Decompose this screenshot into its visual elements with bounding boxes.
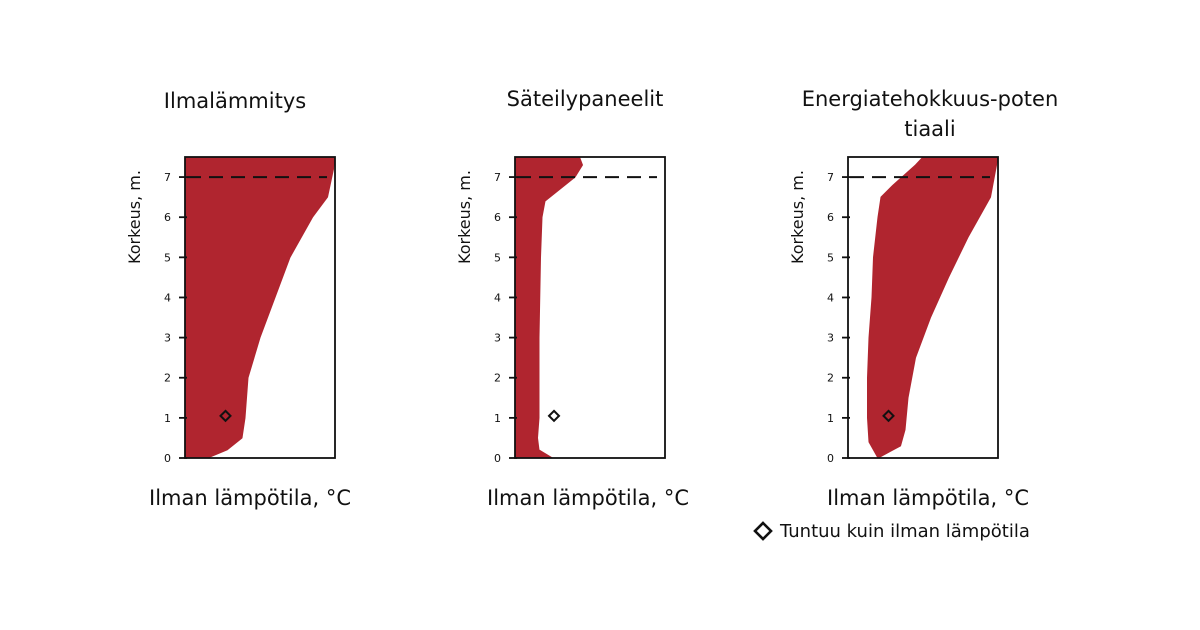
x-axis-label-2: Ilman lämpötila, °C bbox=[487, 486, 689, 510]
y-tick-label: 1 bbox=[827, 412, 834, 425]
y-tick-label: 7 bbox=[164, 171, 171, 184]
y-tick-label: 7 bbox=[494, 171, 501, 184]
chart-2: Korkeus, m. 0 1 2 3 4 5 6 7 bbox=[455, 156, 666, 465]
legend-label: Tuntuu kuin ilman lämpötila bbox=[780, 520, 1030, 542]
y-tick-label: 4 bbox=[494, 291, 501, 304]
chart-3: Korkeus, m. 0 1 2 3 4 5 6 7 bbox=[788, 156, 999, 465]
y-tick-label: 3 bbox=[164, 332, 171, 345]
y-tick-label: 5 bbox=[827, 251, 834, 264]
feels-like-marker bbox=[882, 409, 895, 423]
y-axis-label: Korkeus, m. bbox=[455, 170, 474, 264]
y-tick-label: 3 bbox=[827, 332, 834, 345]
y-axis-label: Korkeus, m. bbox=[125, 170, 144, 264]
diamond-outline-icon bbox=[753, 521, 773, 541]
y-tick-label: 5 bbox=[494, 251, 501, 264]
y-tick-label: 6 bbox=[827, 211, 834, 224]
y-tick-label: 7 bbox=[827, 171, 834, 184]
plot-frame bbox=[514, 156, 666, 459]
y-tick-label: 2 bbox=[164, 372, 171, 385]
y-tick-label: 2 bbox=[827, 372, 834, 385]
feels-like-marker bbox=[547, 409, 561, 423]
chart-1: Korkeus, m. 0 1 2 3 4 5 6 7 bbox=[125, 156, 336, 465]
chart-title-1: Ilmalämmitys bbox=[163, 89, 307, 113]
y-tick-label: 3 bbox=[494, 332, 501, 345]
chart-title-2: Säteilypaneelit bbox=[506, 87, 664, 111]
y-tick-label: 4 bbox=[827, 291, 834, 304]
legend: Tuntuu kuin ilman lämpötila bbox=[752, 520, 1030, 542]
y-tick-label: 4 bbox=[164, 291, 171, 304]
y-tick-label: 1 bbox=[164, 412, 171, 425]
y-axis-label: Korkeus, m. bbox=[788, 170, 807, 264]
x-axis-label-3: Ilman lämpötila, °C bbox=[827, 486, 1029, 510]
y-tick-label: 1 bbox=[494, 412, 501, 425]
y-tick-label: 0 bbox=[494, 452, 501, 465]
y-tick-label: 2 bbox=[494, 372, 501, 385]
y-tick-label: 6 bbox=[164, 211, 171, 224]
y-tick-label: 5 bbox=[164, 251, 171, 264]
chart-title-3: Energiatehokkuus-potentiaali bbox=[801, 87, 1059, 141]
plot-frame bbox=[847, 156, 999, 459]
feels-like-marker bbox=[219, 409, 232, 423]
x-axis-label-1: Ilman lämpötila, °C bbox=[149, 486, 351, 510]
plot-frame bbox=[184, 156, 336, 459]
y-tick-label: 0 bbox=[827, 452, 834, 465]
y-tick-label: 0 bbox=[164, 452, 171, 465]
temperature-area bbox=[867, 156, 999, 459]
temperature-area bbox=[184, 156, 336, 459]
temperature-area bbox=[514, 156, 583, 459]
y-tick-label: 6 bbox=[494, 211, 501, 224]
